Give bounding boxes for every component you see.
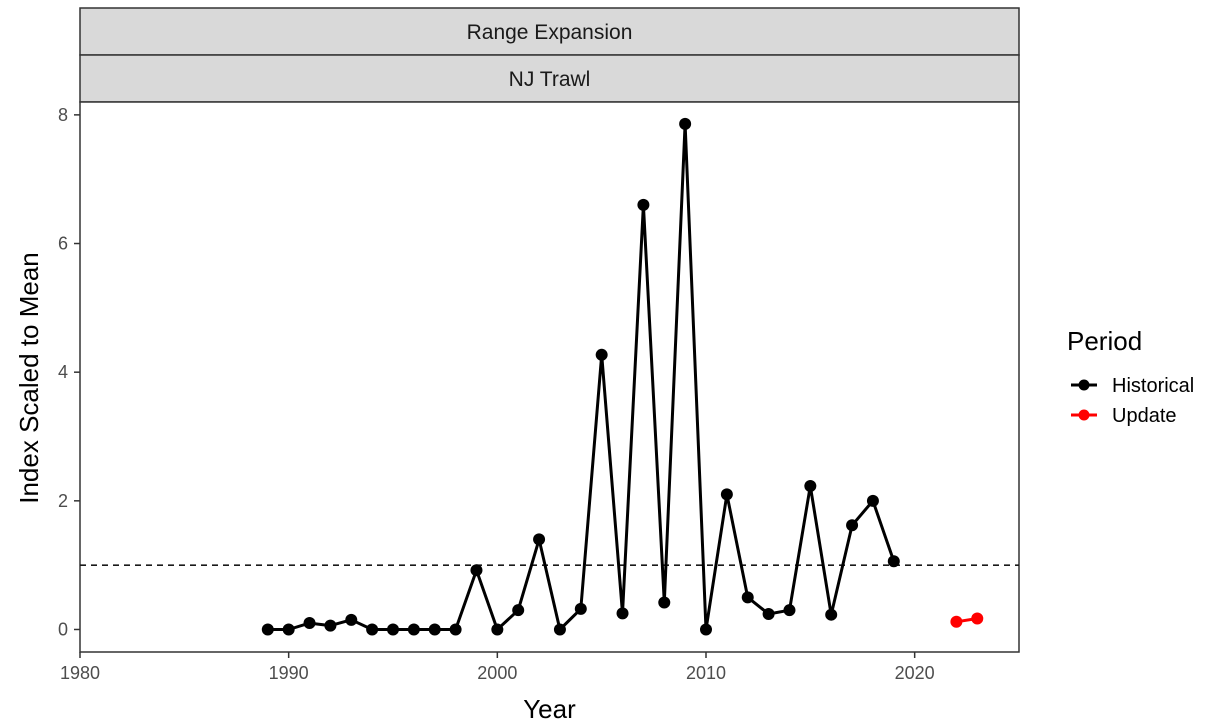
point-historical-1994 bbox=[366, 623, 379, 636]
x-tick-label-2020: 2020 bbox=[895, 663, 935, 683]
point-historical-2015 bbox=[804, 480, 817, 493]
y-tick-label-8: 8 bbox=[58, 105, 68, 125]
strip-label-range-expansion: Range Expansion bbox=[467, 21, 633, 44]
point-historical-2007 bbox=[637, 198, 650, 211]
strip-bottom bbox=[79, 54, 1020, 103]
legend: Period Historical Update bbox=[1067, 326, 1194, 427]
x-axis-title: Year bbox=[523, 694, 576, 724]
point-historical-2011 bbox=[720, 488, 733, 501]
y-tick-label-0: 0 bbox=[58, 619, 68, 639]
point-historical-2012 bbox=[741, 591, 754, 604]
x-tick-label-1980: 1980 bbox=[60, 663, 100, 683]
point-historical-2017 bbox=[846, 519, 859, 532]
legend-label-update: Update bbox=[1112, 405, 1177, 427]
axis-layer: 1980 1990 2000 2010 2020 0 2 4 6 8 bbox=[58, 105, 935, 683]
x-tick-label-2010: 2010 bbox=[686, 663, 726, 683]
series-layer bbox=[261, 117, 984, 636]
plot-panel bbox=[79, 101, 1020, 653]
legend-title: Period bbox=[1067, 326, 1142, 356]
point-historical-2001 bbox=[512, 604, 525, 617]
point-historical-1990 bbox=[282, 623, 295, 636]
point-historical-2006 bbox=[616, 607, 629, 620]
point-historical-1999 bbox=[470, 564, 483, 577]
point-historical-2000 bbox=[491, 623, 504, 636]
point-historical-2004 bbox=[574, 602, 587, 615]
point-historical-2005 bbox=[595, 348, 608, 361]
point-historical-1991 bbox=[303, 617, 316, 630]
point-historical-2018 bbox=[866, 494, 879, 507]
point-historical-1997 bbox=[428, 623, 441, 636]
point-historical-2016 bbox=[825, 608, 838, 621]
series-historical bbox=[261, 117, 900, 636]
y-tick-label-4: 4 bbox=[58, 362, 68, 382]
point-historical-2003 bbox=[553, 623, 566, 636]
point-update-2023 bbox=[971, 612, 984, 625]
point-historical-2008 bbox=[658, 596, 671, 609]
y-axis-title: Index Scaled to Mean bbox=[14, 252, 44, 504]
legend-label-historical: Historical bbox=[1112, 375, 1194, 397]
strip-label-nj-trawl: NJ Trawl bbox=[509, 68, 591, 91]
point-update-2022 bbox=[950, 615, 963, 628]
point-historical-1998 bbox=[449, 623, 462, 636]
legend-marker-update bbox=[1078, 409, 1090, 421]
strip-top bbox=[79, 7, 1020, 56]
point-historical-2014 bbox=[783, 604, 796, 617]
x-tick-label-2000: 2000 bbox=[477, 663, 517, 683]
point-historical-2010 bbox=[700, 623, 712, 636]
y-tick-label-2: 2 bbox=[58, 491, 68, 511]
x-tick-label-1990: 1990 bbox=[269, 663, 309, 683]
point-historical-2019 bbox=[887, 555, 900, 568]
facet-strips: Range Expansion NJ Trawl bbox=[79, 7, 1020, 103]
legend-marker-historical bbox=[1078, 379, 1090, 391]
point-historical-1989 bbox=[261, 623, 274, 636]
y-tick-label-6: 6 bbox=[58, 234, 68, 254]
point-historical-1995 bbox=[387, 623, 399, 636]
point-historical-2013 bbox=[762, 608, 775, 621]
series-update bbox=[950, 612, 984, 628]
point-historical-1996 bbox=[407, 623, 420, 636]
point-historical-2002 bbox=[533, 533, 546, 546]
point-historical-1993 bbox=[345, 613, 358, 626]
point-historical-2009 bbox=[679, 117, 692, 130]
point-historical-1992 bbox=[324, 619, 337, 632]
